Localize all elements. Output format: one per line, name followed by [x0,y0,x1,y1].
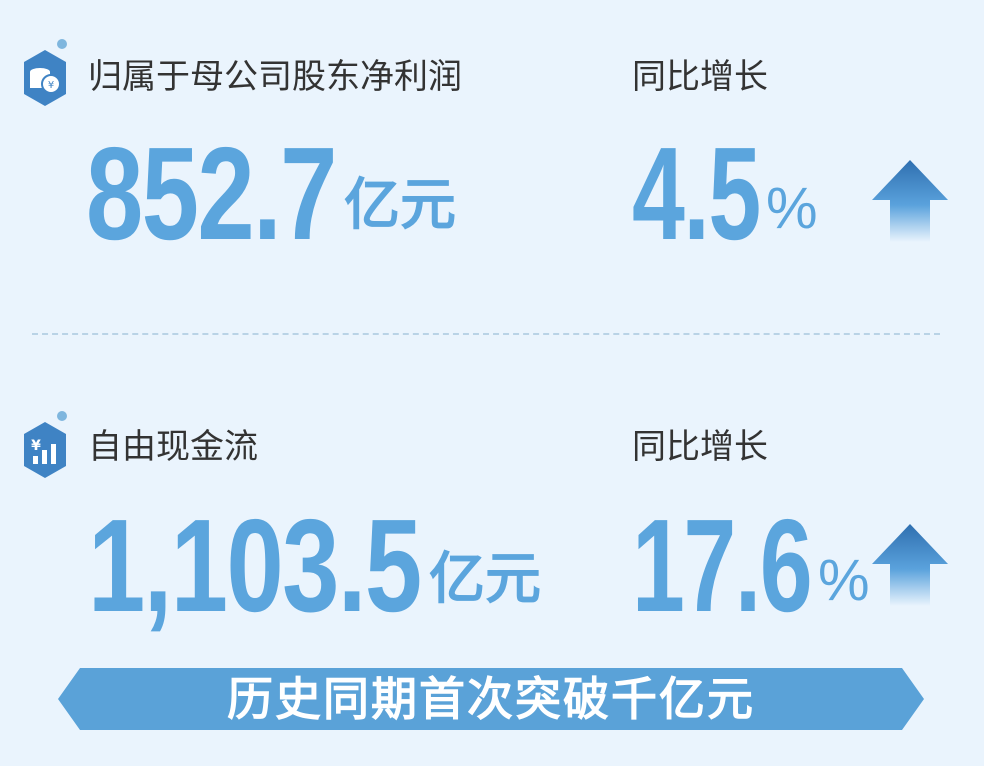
net-profit-title: 归属于母公司股东净利润 [88,57,462,97]
free-cash-flow-unit: 亿元 [429,547,541,612]
free-cash-flow-growth-unit: % [818,548,870,613]
net-profit-growth-label: 同比增长 [632,57,768,97]
net-profit-unit: 亿元 [344,173,456,238]
yen-bar-chart-icon: ¥ [24,411,67,478]
banner-text: 历史同期首次突破千亿元 [227,672,755,726]
net-profit-growth-value: 4.5 [632,120,761,267]
net-profit-value: 852.7 [86,120,337,267]
free-cash-flow-growth-label: 同比增长 [632,427,768,467]
arrow-up-icon [872,160,948,242]
arrow-up-icon [872,524,948,606]
svg-text:¥: ¥ [48,80,54,91]
free-cash-flow-growth-value: 17.6 [632,492,813,639]
svg-text:¥: ¥ [31,438,41,454]
net-profit-growth-unit: % [766,176,818,241]
coins-yen-icon: ¥ [24,39,67,106]
free-cash-flow-value: 1,103.5 [88,492,422,639]
free-cash-flow-title: 自由现金流 [88,427,258,467]
banner-shape [58,668,924,730]
divider [32,333,940,335]
